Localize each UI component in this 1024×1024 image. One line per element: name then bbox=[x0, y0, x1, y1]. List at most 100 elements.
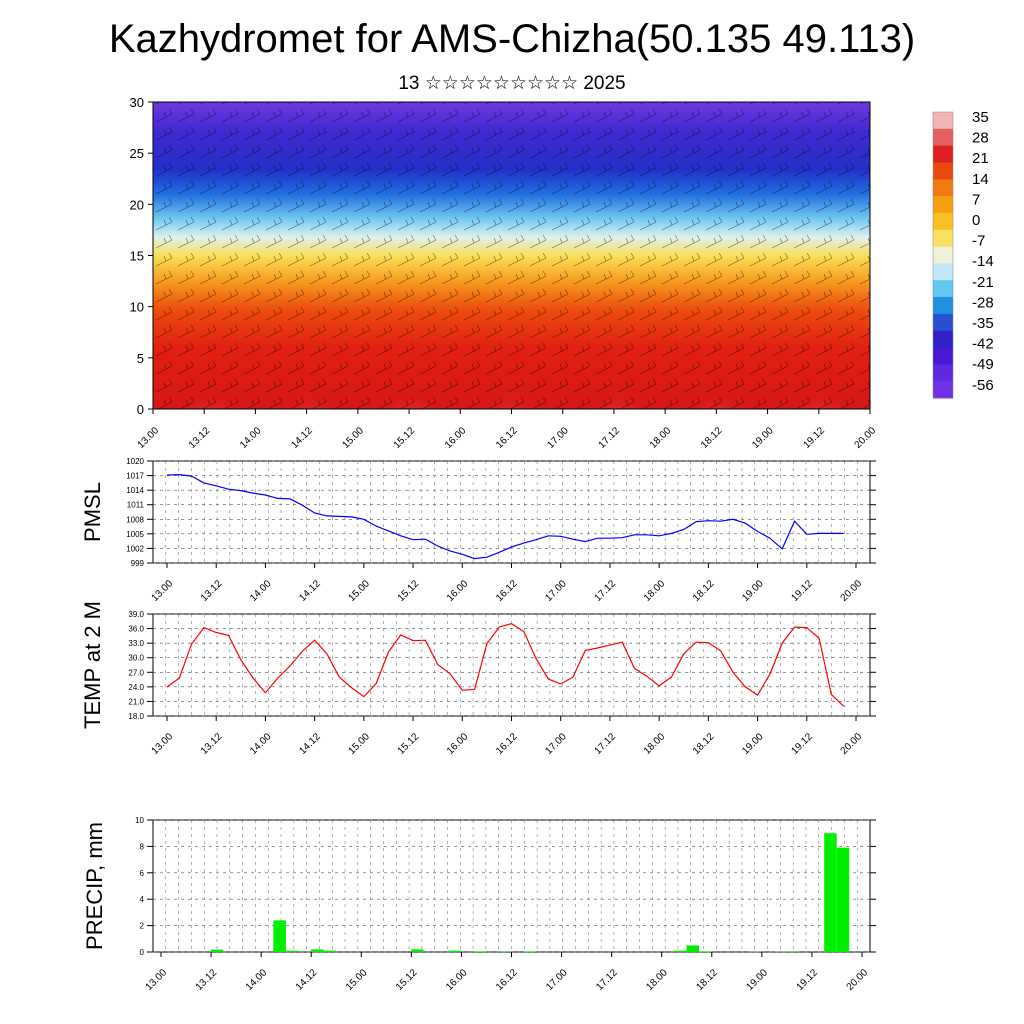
colorbar-label: 35 bbox=[972, 109, 989, 126]
y-tick-label: 6 bbox=[140, 869, 145, 878]
y-tick-label: 1008 bbox=[126, 515, 144, 524]
colorbar-swatch bbox=[933, 145, 953, 163]
temp-series-line bbox=[166, 623, 845, 707]
x-tick-label: 17.12 bbox=[597, 425, 623, 451]
y-tick-label: 999 bbox=[131, 559, 145, 568]
y-tick-label: 15 bbox=[130, 249, 144, 264]
y-tick-label: 39.0 bbox=[128, 610, 144, 619]
x-tick-label: 15.00 bbox=[344, 967, 370, 993]
x-tick-label: 18.12 bbox=[691, 731, 717, 757]
y-tick-label: 0 bbox=[140, 948, 145, 957]
temperature-cross-section: 0 5 10 15 20 25 30 13.00 13.12 14.00 14.12 15.00 15.… bbox=[130, 95, 879, 451]
precip-bar bbox=[836, 847, 850, 952]
colorbar-label: -28 bbox=[972, 294, 994, 311]
y-tick-label: 0 bbox=[137, 402, 144, 417]
y-tick-label: 2 bbox=[140, 922, 145, 931]
y-tick-label: 8 bbox=[140, 842, 145, 851]
x-tick-label: 14.12 bbox=[294, 967, 320, 993]
y-tick-label: 18.0 bbox=[128, 712, 144, 721]
x-tick-label: 19.00 bbox=[745, 967, 771, 993]
x-tick-label: 15.12 bbox=[392, 425, 418, 451]
y-tick-label: 36.0 bbox=[128, 625, 144, 634]
colorbar-swatch bbox=[933, 246, 953, 264]
x-tick-label: 19.12 bbox=[801, 425, 827, 451]
x-tick-label: 18.12 bbox=[691, 578, 717, 604]
precip-bar bbox=[673, 950, 687, 952]
x-tick-label: 13.00 bbox=[150, 578, 176, 604]
x-tick-label: 20.00 bbox=[839, 578, 865, 604]
colorbar-swatch bbox=[933, 212, 953, 231]
x-tick-label: 16.12 bbox=[494, 578, 520, 604]
x-tick-label: 19.00 bbox=[750, 425, 776, 451]
colorbar-swatch bbox=[933, 229, 953, 248]
x-tick-label: 13.00 bbox=[136, 425, 162, 451]
x-tick-label: 17.00 bbox=[543, 731, 569, 757]
x-tick-label: 20.00 bbox=[839, 731, 865, 757]
x-tick-label: 14.00 bbox=[244, 967, 270, 993]
x-tick-label: 17.12 bbox=[593, 731, 619, 757]
x-tick-label: 15.00 bbox=[347, 731, 373, 757]
colorbar-swatch bbox=[933, 196, 953, 214]
precip-bar bbox=[824, 833, 837, 952]
precip-bar bbox=[323, 950, 336, 952]
x-tick-label: 18.00 bbox=[644, 967, 670, 993]
x-tick-label: 16.12 bbox=[494, 731, 520, 757]
y-tick-label: 10 bbox=[130, 300, 144, 315]
precip-bar bbox=[699, 951, 712, 952]
y-tick-label: 1005 bbox=[126, 530, 144, 539]
precip-bar bbox=[273, 920, 286, 952]
x-tick-label: 15.12 bbox=[394, 967, 420, 993]
x-tick-label: 13.12 bbox=[199, 731, 225, 757]
x-tick-label: 14.00 bbox=[238, 425, 264, 451]
y-tick-label: 27.0 bbox=[128, 668, 144, 677]
precip-bar bbox=[411, 949, 424, 952]
x-tick-label: 18.00 bbox=[642, 578, 668, 604]
y-tick-label: 5 bbox=[137, 351, 144, 366]
precip-bar bbox=[310, 949, 324, 952]
x-tick-label: 18.00 bbox=[648, 425, 674, 451]
y-tick-label: 20 bbox=[130, 197, 144, 212]
colorbar-label: -56 bbox=[972, 377, 994, 394]
colorbar-swatch bbox=[933, 347, 953, 365]
y-tick-label: 30.0 bbox=[128, 654, 144, 663]
x-tick-label: 19.00 bbox=[740, 731, 766, 757]
x-tick-label: 17.00 bbox=[543, 578, 569, 604]
x-tick-label: 13.00 bbox=[150, 731, 176, 757]
precip-bar bbox=[448, 950, 462, 952]
x-tick-label: 13.12 bbox=[187, 425, 213, 451]
temp-panel: 39.0 36.0 33.0 30.0 27.0 24.0 21.0 18.0 13.00 13.… bbox=[80, 601, 876, 757]
x-tick-label: 16.12 bbox=[494, 967, 520, 993]
x-tick-label: 16.12 bbox=[494, 425, 520, 451]
wind-barbs bbox=[153, 102, 870, 409]
colorbar-swatch bbox=[933, 263, 953, 281]
x-tick-label: 14.12 bbox=[297, 731, 323, 757]
x-tick-label: 13.00 bbox=[144, 967, 170, 993]
y-tick-label: 4 bbox=[140, 895, 145, 904]
chart-title: Kazhydromet for AMS-Chizha(50.135 49.113… bbox=[108, 17, 916, 61]
y-axis-title: TEMP at 2 M bbox=[80, 601, 105, 729]
x-tick-label: 18.12 bbox=[694, 967, 720, 993]
x-tick-label: 14.00 bbox=[248, 731, 274, 757]
x-tick-label: 16.00 bbox=[444, 967, 470, 993]
x-tick-label: 14.12 bbox=[289, 425, 315, 451]
x-tick-label: 17.12 bbox=[594, 967, 620, 993]
x-tick-label: 15.12 bbox=[396, 578, 422, 604]
y-tick-label: 10 bbox=[135, 816, 144, 825]
colorbar-label: -7 bbox=[972, 233, 985, 250]
x-tick-label: 14.00 bbox=[248, 578, 274, 604]
y-axis-title: PRECIP, mm bbox=[82, 822, 107, 950]
precip-bar bbox=[473, 951, 487, 952]
pmsl-series-line bbox=[166, 473, 844, 560]
x-tick-label: 14.12 bbox=[297, 578, 323, 604]
x-tick-label: 19.12 bbox=[789, 731, 815, 757]
colorbar-label: 14 bbox=[972, 171, 989, 188]
x-tick-label: 18.12 bbox=[699, 425, 725, 451]
x-tick-label: 16.00 bbox=[445, 731, 471, 757]
colorbar-label: -21 bbox=[972, 274, 994, 291]
y-tick-label: 1014 bbox=[126, 486, 144, 495]
y-tick-label: 1020 bbox=[126, 457, 144, 466]
x-tick-label: 19.00 bbox=[740, 578, 766, 604]
x-tick-label: 16.00 bbox=[443, 425, 469, 451]
precip-panel: 10 8 6 4 2 0 13.00 13.12 14.00 14.12 15.00 15.12 16.… bbox=[82, 816, 876, 993]
